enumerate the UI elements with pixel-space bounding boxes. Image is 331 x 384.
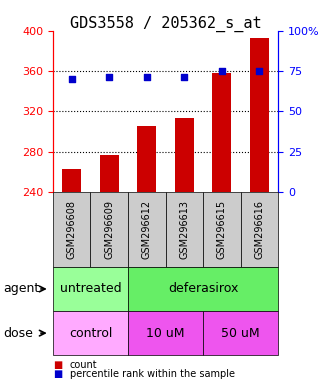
Bar [213, 73, 231, 192]
Text: ■: ■ [53, 369, 62, 379]
Text: agent: agent [3, 283, 40, 295]
Text: ■: ■ [53, 360, 62, 370]
Bar [137, 126, 156, 192]
Text: GSM296615: GSM296615 [217, 200, 227, 259]
Point [107, 74, 112, 81]
Bar [250, 38, 269, 192]
Text: count: count [70, 360, 97, 370]
Bar [62, 169, 81, 192]
Text: GSM296616: GSM296616 [254, 200, 264, 259]
Point [69, 76, 74, 82]
Bar [175, 118, 194, 192]
Text: GDS3558 / 205362_s_at: GDS3558 / 205362_s_at [70, 15, 261, 31]
Text: GSM296608: GSM296608 [67, 200, 77, 259]
Text: GSM296612: GSM296612 [142, 200, 152, 259]
Text: GSM296609: GSM296609 [104, 200, 114, 259]
Text: deferasirox: deferasirox [168, 283, 238, 295]
Text: percentile rank within the sample: percentile rank within the sample [70, 369, 234, 379]
Text: 50 uM: 50 uM [221, 327, 260, 339]
Text: untreated: untreated [60, 283, 121, 295]
Text: dose: dose [3, 327, 33, 339]
Text: control: control [69, 327, 112, 339]
Point [219, 68, 224, 74]
Text: GSM296613: GSM296613 [179, 200, 189, 259]
Point [182, 74, 187, 81]
Bar [100, 155, 118, 192]
Point [257, 68, 262, 74]
Text: 10 uM: 10 uM [146, 327, 185, 339]
Point [144, 74, 149, 81]
